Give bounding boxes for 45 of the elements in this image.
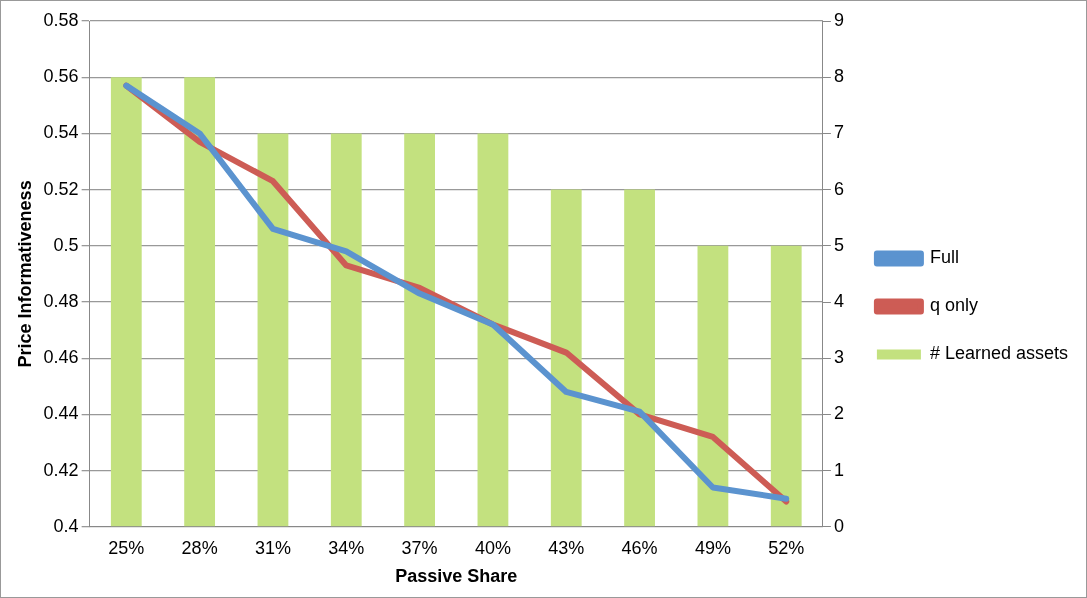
x-tick-label: 37% xyxy=(401,537,438,558)
y2-tick-label: 3 xyxy=(833,347,844,368)
bar xyxy=(110,77,142,527)
x-tick-label: 52% xyxy=(768,537,805,558)
x-tick-label: 43% xyxy=(548,537,585,558)
y2-tick-label: 8 xyxy=(833,66,844,87)
y-tick-label: 0.52 xyxy=(43,178,79,199)
bar xyxy=(770,245,802,527)
x-tick-label: 46% xyxy=(621,537,658,558)
y2-tick-label: 0 xyxy=(833,515,844,536)
y-tick-label: 0.44 xyxy=(43,403,79,424)
y-tick-label: 0.48 xyxy=(43,290,79,311)
y2-tick-label: 5 xyxy=(833,234,844,255)
bar xyxy=(404,133,435,527)
y-axis-title: Price Informativeness xyxy=(14,180,35,368)
bar xyxy=(550,189,582,527)
y-tick-label: 0.46 xyxy=(43,347,79,368)
y2-tick-label: 2 xyxy=(833,403,844,424)
y2-tick-label: 9 xyxy=(833,9,844,30)
x-axis-title: Passive Share xyxy=(395,566,518,587)
y-tick-label: 0.42 xyxy=(43,459,79,480)
bar xyxy=(477,133,509,527)
legend-label: # Learned assets xyxy=(929,343,1068,364)
bar xyxy=(257,133,289,527)
y2-tick-label: 6 xyxy=(833,178,844,199)
x-tick-label: 25% xyxy=(108,537,145,558)
legend-label: Full xyxy=(929,247,959,268)
bar xyxy=(697,245,729,527)
y2-tick-label: 7 xyxy=(833,122,844,143)
x-tick-label: 40% xyxy=(474,537,511,558)
bar xyxy=(330,133,362,527)
y-tick-label: 0.54 xyxy=(43,122,79,143)
x-tick-label: 49% xyxy=(694,537,731,558)
y2-tick-label: 4 xyxy=(833,290,844,311)
legend-label: q only xyxy=(929,295,978,316)
bar xyxy=(624,189,655,527)
x-tick-label: 31% xyxy=(254,537,291,558)
y-tick-label: 0.4 xyxy=(53,515,79,536)
y-tick-label: 0.56 xyxy=(43,66,79,87)
y-tick-label: 0.5 xyxy=(53,234,79,255)
y-tick-label: 0.58 xyxy=(43,9,79,30)
x-tick-label: 34% xyxy=(328,537,365,558)
bar xyxy=(184,77,216,527)
y2-tick-label: 1 xyxy=(833,459,844,480)
x-tick-label: 28% xyxy=(181,537,218,558)
